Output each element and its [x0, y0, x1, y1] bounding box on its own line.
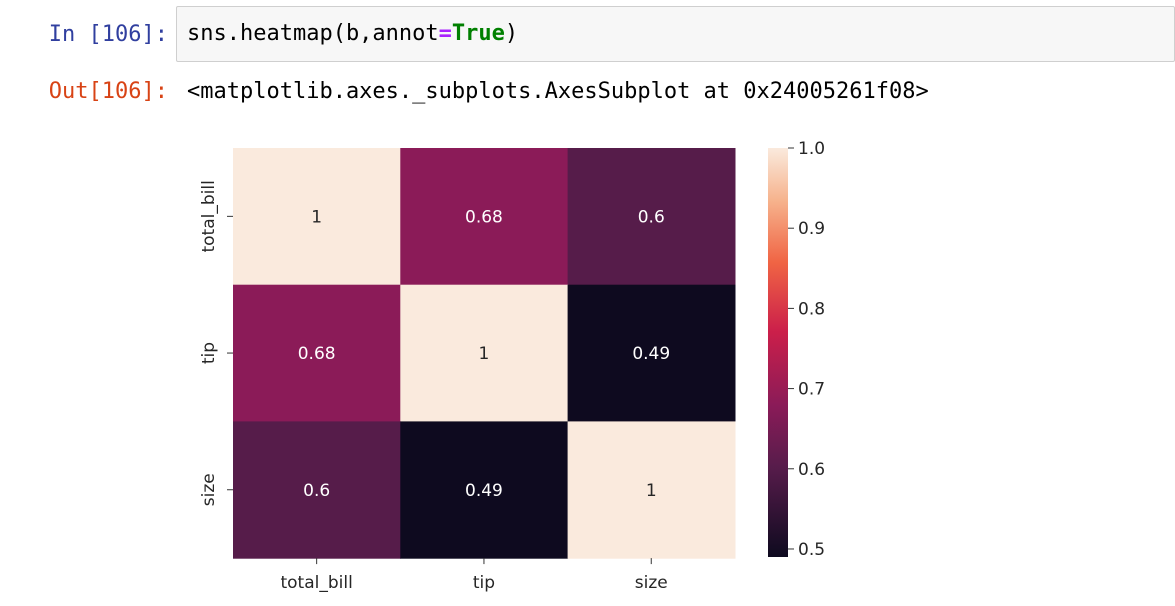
- x-tick-label-2: size: [635, 573, 668, 593]
- heatmap-annotation-2-0: 0.6: [303, 481, 330, 501]
- heatmap-cell-0-0: [233, 148, 401, 286]
- heatmap-cell-1-2: [567, 284, 736, 422]
- x-tick-label-1: tip: [473, 573, 495, 593]
- output-prompt: Out[106]:: [48, 79, 168, 104]
- colorbar-tick-label-3: 0.8: [798, 299, 825, 319]
- code-keyword: True: [451, 21, 505, 46]
- code-operator: =: [438, 21, 452, 46]
- heatmap-annotation-1-2: 0.49: [632, 344, 670, 364]
- output-text: <matplotlib.axes._subplots.AxesSubplot a…: [187, 79, 929, 104]
- y-tick-label-0: total_bill: [199, 180, 219, 252]
- y-tick-label-2: size: [199, 473, 219, 506]
- heatmap-cell-1-1: [400, 284, 569, 422]
- heatmap-cell-2-0: [233, 421, 401, 559]
- heatmap-cell-2-2: [567, 421, 736, 559]
- colorbar-tick-label-0: 0.5: [798, 540, 825, 560]
- y-tick-label-1: tip: [199, 342, 219, 364]
- heatmap-annotation-1-0: 0.68: [298, 344, 336, 364]
- input-prompt: In [106]:: [48, 22, 168, 47]
- colorbar: [768, 148, 788, 557]
- x-tick-label-0: total_bill: [280, 573, 352, 593]
- code-call: sns.heatmap(b,annot: [187, 21, 439, 46]
- code-cell[interactable]: sns.heatmap(b,annot=True): [176, 6, 1175, 62]
- heatmap-annotation-2-1: 0.49: [465, 481, 503, 501]
- colorbar-tick-label-1: 0.6: [798, 460, 825, 480]
- heatmap-cell-2-1: [400, 421, 569, 559]
- heatmap-annotation-0-2: 0.6: [638, 207, 665, 227]
- heatmap-cell-0-1: [400, 148, 569, 286]
- colorbar-tick-label-5: 1.0: [798, 139, 825, 159]
- heatmap-annotation-1-1: 1: [479, 344, 490, 364]
- colorbar-tick-label-2: 0.7: [798, 380, 825, 400]
- colorbar-tick-label-4: 0.9: [798, 219, 825, 239]
- heatmap-annotation-0-1: 0.68: [465, 207, 503, 227]
- heatmap-annotation-0-0: 1: [311, 207, 322, 227]
- heatmap-cell-1-0: [233, 284, 401, 422]
- heatmap-annotation-2-2: 1: [646, 481, 657, 501]
- code-text[interactable]: sns.heatmap(b,annot=True): [187, 21, 518, 46]
- heatmap-cell-0-2: [567, 148, 736, 286]
- code-close-paren: ): [504, 21, 519, 46]
